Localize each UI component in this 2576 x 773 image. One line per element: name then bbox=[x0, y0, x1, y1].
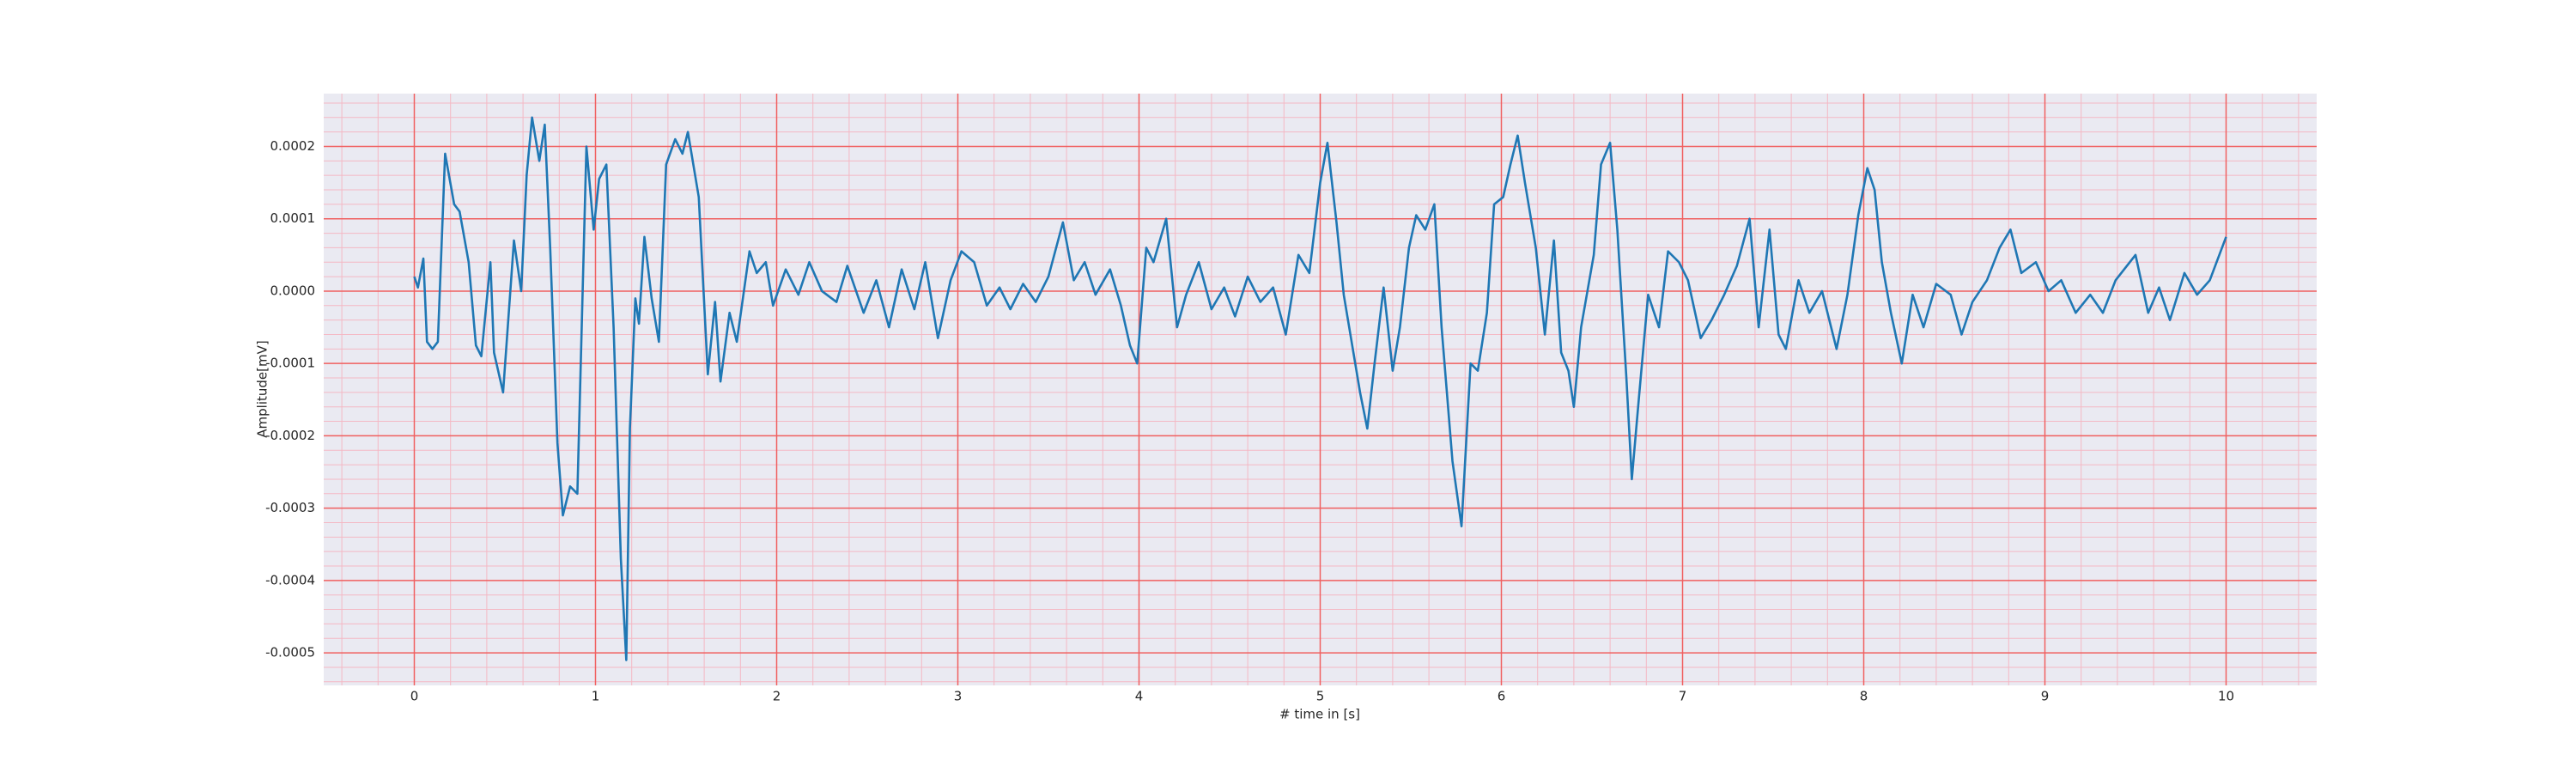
x-tick-label: 5 bbox=[1316, 689, 1325, 704]
x-tick-label: 6 bbox=[1498, 689, 1506, 704]
y-tick-label: -0.0001 bbox=[265, 356, 315, 371]
y-tick-label: 0.0000 bbox=[270, 283, 316, 298]
y-tick-label: 0.0002 bbox=[270, 138, 316, 154]
y-tick-label: 0.0001 bbox=[270, 210, 316, 226]
y-tick-label: -0.0005 bbox=[265, 645, 315, 660]
y-tick-label: -0.0004 bbox=[265, 572, 315, 587]
x-tick-label: 1 bbox=[592, 689, 600, 704]
x-tick-label: 2 bbox=[773, 689, 781, 704]
x-tick-label: 7 bbox=[1679, 689, 1687, 704]
x-axis-label: # time in [s] bbox=[1279, 707, 1360, 722]
x-tick-label: 3 bbox=[954, 689, 963, 704]
y-axis-label: Amplitude[mV] bbox=[255, 340, 270, 437]
x-tick-label: 8 bbox=[1860, 689, 1868, 704]
x-tick-label: 10 bbox=[2218, 689, 2234, 704]
signal-line bbox=[413, 116, 2227, 661]
y-tick-label: -0.0002 bbox=[265, 428, 315, 443]
x-tick-label: 0 bbox=[410, 689, 419, 704]
x-tick-label: 4 bbox=[1135, 689, 1144, 704]
y-tick-label: -0.0003 bbox=[265, 500, 315, 515]
x-tick-label: 9 bbox=[2041, 689, 2050, 704]
